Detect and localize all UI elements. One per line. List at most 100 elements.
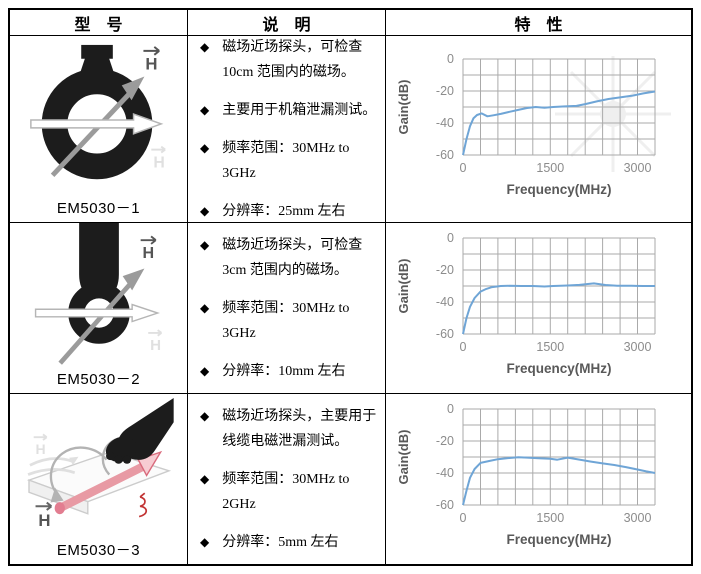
- description-bullet: ◆ 分辨率：5mm 左右: [200, 530, 383, 555]
- diagonal-arrowhead: [122, 268, 144, 291]
- svg-text:-60: -60: [435, 498, 453, 512]
- diamond-bullet-icon: ◆: [200, 140, 210, 155]
- probe-image-em5030-3: H H: [10, 394, 187, 542]
- description-bullet: ◆ 磁场近场探头，可检查 3cm 范围内的磁场。: [200, 233, 383, 283]
- field-swoosh-head: [68, 456, 78, 466]
- hand-silhouette: [105, 398, 174, 464]
- model-cell-em5030-2: H H EM5030－2: [10, 223, 188, 394]
- description-bullet: ◆ 主要用于机箱泄漏测试。: [200, 98, 383, 123]
- h-vector-arrow-icon: [35, 501, 52, 511]
- cable-end-cap: [54, 502, 65, 515]
- model-name: EM5030－3: [56, 542, 141, 559]
- probe-image-em5030-1: H H: [10, 36, 187, 200]
- h-vector-arrow-icon-faint: [33, 433, 47, 441]
- column-header-characteristics: 特 性: [386, 10, 691, 36]
- description-bullet: ◆ 磁场近场探头，主要用于 线缆电磁泄漏测试。: [200, 404, 383, 454]
- svg-text:0: 0: [459, 511, 466, 525]
- svg-text:-20: -20: [435, 434, 453, 448]
- description-cell-em5030-1: ◆ 磁场近场探头，可检查 10cm 范围内的磁场。 ◆ 主要用于机箱泄漏测试。 ◆ 频率范…: [188, 36, 386, 223]
- bullet-text: 频率范围：30MHz to 3GHz: [222, 140, 350, 181]
- rotation-loop-left: [49, 446, 107, 496]
- probe-image-em5030-2: H H: [10, 223, 187, 371]
- diamond-bullet-icon: ◆: [200, 534, 210, 549]
- bullet-text: 频率范围：30MHz to 3GHz: [222, 300, 350, 341]
- bullet-text: 频率范围：30MHz to 2GHz: [222, 471, 350, 512]
- svg-text:3000: 3000: [623, 511, 651, 525]
- diamond-bullet-icon: ◆: [200, 471, 210, 486]
- svg-text:Frequency(MHz): Frequency(MHz): [506, 532, 611, 547]
- h-vector-arrow-icon: [140, 235, 156, 245]
- svg-text:1500: 1500: [536, 340, 564, 354]
- field-swoosh: [28, 457, 73, 467]
- gain-chart-em5030-1: 0 -20 -40 -60 0 1500 3000 Gain(dB) Frequency(MHz…: [393, 51, 685, 208]
- current-squiggle: [138, 492, 147, 518]
- h-vector-arrow-icon-faint: [147, 329, 162, 337]
- probe-neck: [78, 57, 115, 76]
- gain-chart-em5030-2: 0 -20 -40 -60 0 1500 3000 Gain(dB) Frequency(MHz…: [393, 230, 685, 387]
- probe-handle: [78, 223, 119, 296]
- h-vector-label: H: [38, 511, 50, 530]
- svg-text:-60: -60: [435, 148, 453, 162]
- model-name: EM5030－2: [56, 371, 141, 388]
- bullet-text: 分辨率：5mm 左右: [222, 534, 339, 550]
- diamond-bullet-icon: ◆: [200, 237, 210, 252]
- description-bullet: ◆ 磁场近场探头，可检查 10cm 范围内的磁场。: [200, 36, 383, 85]
- description-bullet: ◆ 频率范围：30MHz to 3GHz: [200, 296, 383, 346]
- description-bullet: ◆ 频率范围：30MHz to 2GHz: [200, 467, 383, 517]
- model-cell-em5030-1: H H EM5030－1: [10, 36, 188, 223]
- svg-text:0: 0: [459, 340, 466, 354]
- h-vector-label: H: [142, 244, 154, 262]
- column-header-description: 说 明: [188, 10, 386, 36]
- bullet-text: 分辨率：10mm 左右: [222, 363, 346, 379]
- column-header-model: 型 号: [10, 10, 188, 36]
- bullet-text: 磁场近场探头，主要用于 线缆电磁泄漏测试。: [222, 408, 377, 449]
- diamond-bullet-icon: ◆: [200, 408, 210, 423]
- probe-stub: [80, 44, 113, 59]
- svg-text:3000: 3000: [623, 161, 651, 175]
- chart-cell-em5030-3: 0 -20 -40 -60 0 1500 3000 Gain(dB) Frequency(MHz…: [386, 394, 691, 564]
- model-name: EM5030－1: [56, 200, 141, 217]
- svg-text:Frequency(MHz): Frequency(MHz): [506, 182, 611, 197]
- chart-cell-em5030-1: 0 -20 -40 -60 0 1500 3000 Gain(dB) Frequency(MHz…: [386, 36, 691, 223]
- description-bullet: ◆ 分辨率：10mm 左右: [200, 359, 383, 384]
- diagonal-field-arrow: [57, 280, 134, 365]
- svg-text:Gain(dB): Gain(dB): [396, 258, 411, 313]
- svg-text:-60: -60: [435, 327, 453, 341]
- horizontal-axis-arrow: [34, 303, 160, 323]
- diamond-bullet-icon: ◆: [200, 300, 210, 315]
- diamond-bullet-icon: ◆: [200, 363, 210, 378]
- h-vector-arrow-icon-faint: [150, 145, 166, 154]
- description-cell-em5030-2: ◆ 磁场近场探头，可检查 3cm 范围内的磁场。 ◆ 频率范围：30MHz to 3G…: [188, 223, 386, 394]
- bullet-text: 分辨率：25mm 左右: [222, 203, 346, 219]
- gain-chart-em5030-3: 0 -20 -40 -60 0 1500 3000 Gain(dB) Frequency(MHz…: [393, 401, 685, 558]
- svg-text:-40: -40: [435, 295, 453, 309]
- chart-cell-em5030-2: 0 -20 -40 -60 0 1500 3000 Gain(dB) Frequency(MHz…: [386, 223, 691, 394]
- h-vector-arrow-icon: [142, 46, 160, 56]
- svg-text:0: 0: [447, 52, 454, 66]
- svg-text:Gain(dB): Gain(dB): [396, 79, 411, 134]
- svg-text:3000: 3000: [623, 340, 651, 354]
- svg-text:1500: 1500: [536, 161, 564, 175]
- svg-text:0: 0: [459, 161, 466, 175]
- rotation-loop-arrowhead: [49, 487, 64, 503]
- horizontal-axis-arrow: [29, 112, 163, 135]
- svg-text:0: 0: [447, 231, 454, 245]
- diagonal-field-arrow: [50, 89, 133, 177]
- svg-text:-20: -20: [435, 263, 453, 277]
- h-vector-label-faint: H: [150, 337, 161, 354]
- svg-text:-40: -40: [435, 116, 453, 130]
- cable: [55, 462, 146, 513]
- description-bullet: ◆ 分辨率：25mm 左右: [200, 199, 383, 223]
- diagonal-arrowhead: [121, 76, 144, 101]
- h-vector-label: H: [145, 55, 157, 74]
- bullet-text: 磁场近场探头，可检查 10cm 范围内的磁场。: [222, 39, 363, 80]
- svg-text:0: 0: [447, 402, 454, 416]
- probe-spec-table: 型 号 说 明 特 性 H H EM5030－1 ◆ 磁场近场探头，可检查 10c…: [8, 8, 693, 566]
- h-vector-label-faint: H: [153, 154, 164, 171]
- svg-text:-40: -40: [435, 466, 453, 480]
- svg-text:Frequency(MHz): Frequency(MHz): [506, 361, 611, 376]
- svg-text:Gain(dB): Gain(dB): [396, 429, 411, 484]
- svg-text:-20: -20: [435, 84, 453, 98]
- diamond-bullet-icon: ◆: [200, 39, 210, 54]
- description-bullet: ◆ 频率范围：30MHz to 3GHz: [200, 136, 383, 186]
